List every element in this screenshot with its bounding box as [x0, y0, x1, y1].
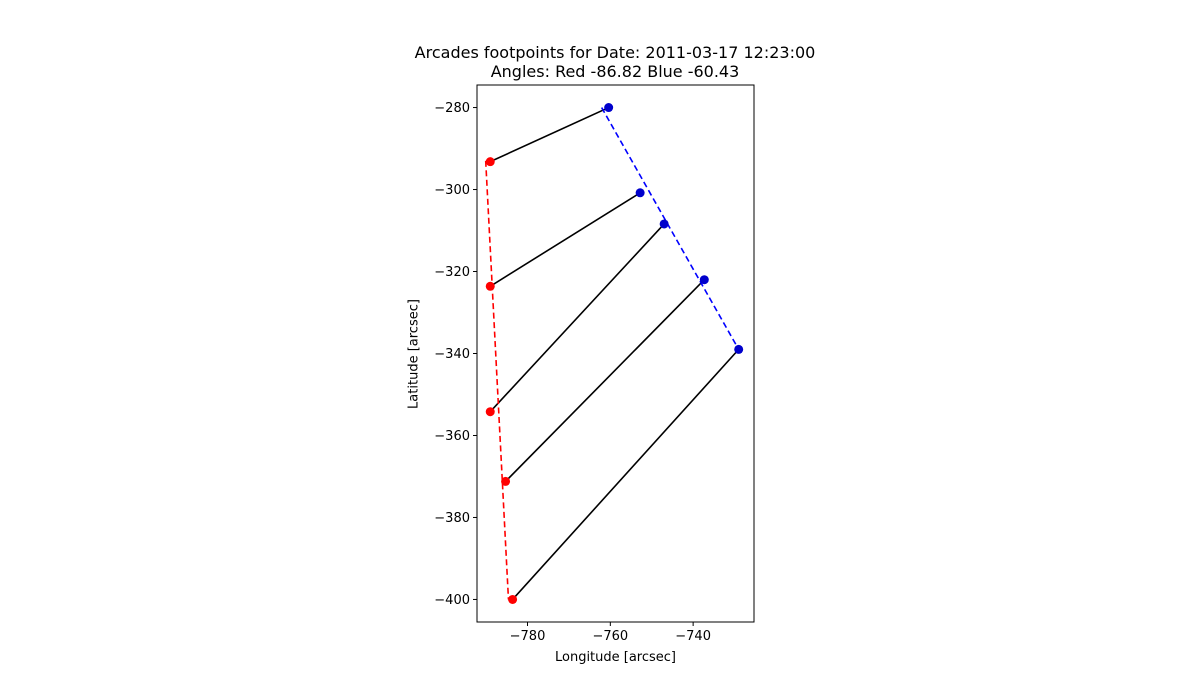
y-tick-label-1: −280	[434, 101, 470, 116]
y-tick-label-5: −360	[434, 429, 470, 444]
y-tick-label-6: −380	[434, 511, 470, 526]
y-tick-label-7: −400	[434, 593, 470, 608]
red-fit-line	[484, 160, 510, 600]
blue-footpoint-1	[604, 103, 614, 113]
chart-title: Arcades footpoints for Date: 2011-03-17 …	[414, 43, 816, 62]
ticks-layer: −780 −760 −740 −280 −300 −320 −340 −360 −380 −400	[434, 101, 711, 644]
y-tick-label-2: −300	[434, 183, 470, 198]
x-tick-label-2: −760	[592, 629, 628, 644]
blue-fit-line	[600, 107, 740, 350]
lines-layer	[484, 106, 740, 600]
red-footpoint-2	[485, 281, 495, 291]
x-tick-label-1: −780	[510, 629, 546, 644]
red-footpoint-1	[485, 157, 495, 167]
red-footpoint-5	[508, 594, 518, 604]
arcade-line-3	[489, 223, 665, 413]
blue-footpoint-3	[659, 219, 669, 229]
arcade-line-5	[512, 348, 740, 600]
arcade-line-4	[504, 279, 705, 482]
y-tick-label-3: −320	[434, 265, 470, 280]
arcade-line-2	[489, 192, 641, 287]
blue-footpoint-4	[699, 275, 709, 285]
blue-footpoint-5	[734, 344, 744, 354]
arcade-line-1	[489, 106, 610, 163]
points-layer	[485, 103, 744, 604]
x-tick-label-3: −740	[675, 629, 711, 644]
y-axis-label: Latitude [arcsec]	[406, 299, 422, 409]
x-axis-label: Longitude [arcsec]	[554, 650, 677, 665]
red-footpoint-4	[501, 476, 511, 486]
y-tick-label-4: −340	[434, 347, 470, 362]
blue-footpoint-2	[635, 188, 645, 198]
chart-subtitle: Angles: Red -86.82 Blue -60.43	[490, 62, 740, 81]
red-footpoint-3	[485, 407, 495, 417]
plot-frame	[476, 84, 755, 623]
